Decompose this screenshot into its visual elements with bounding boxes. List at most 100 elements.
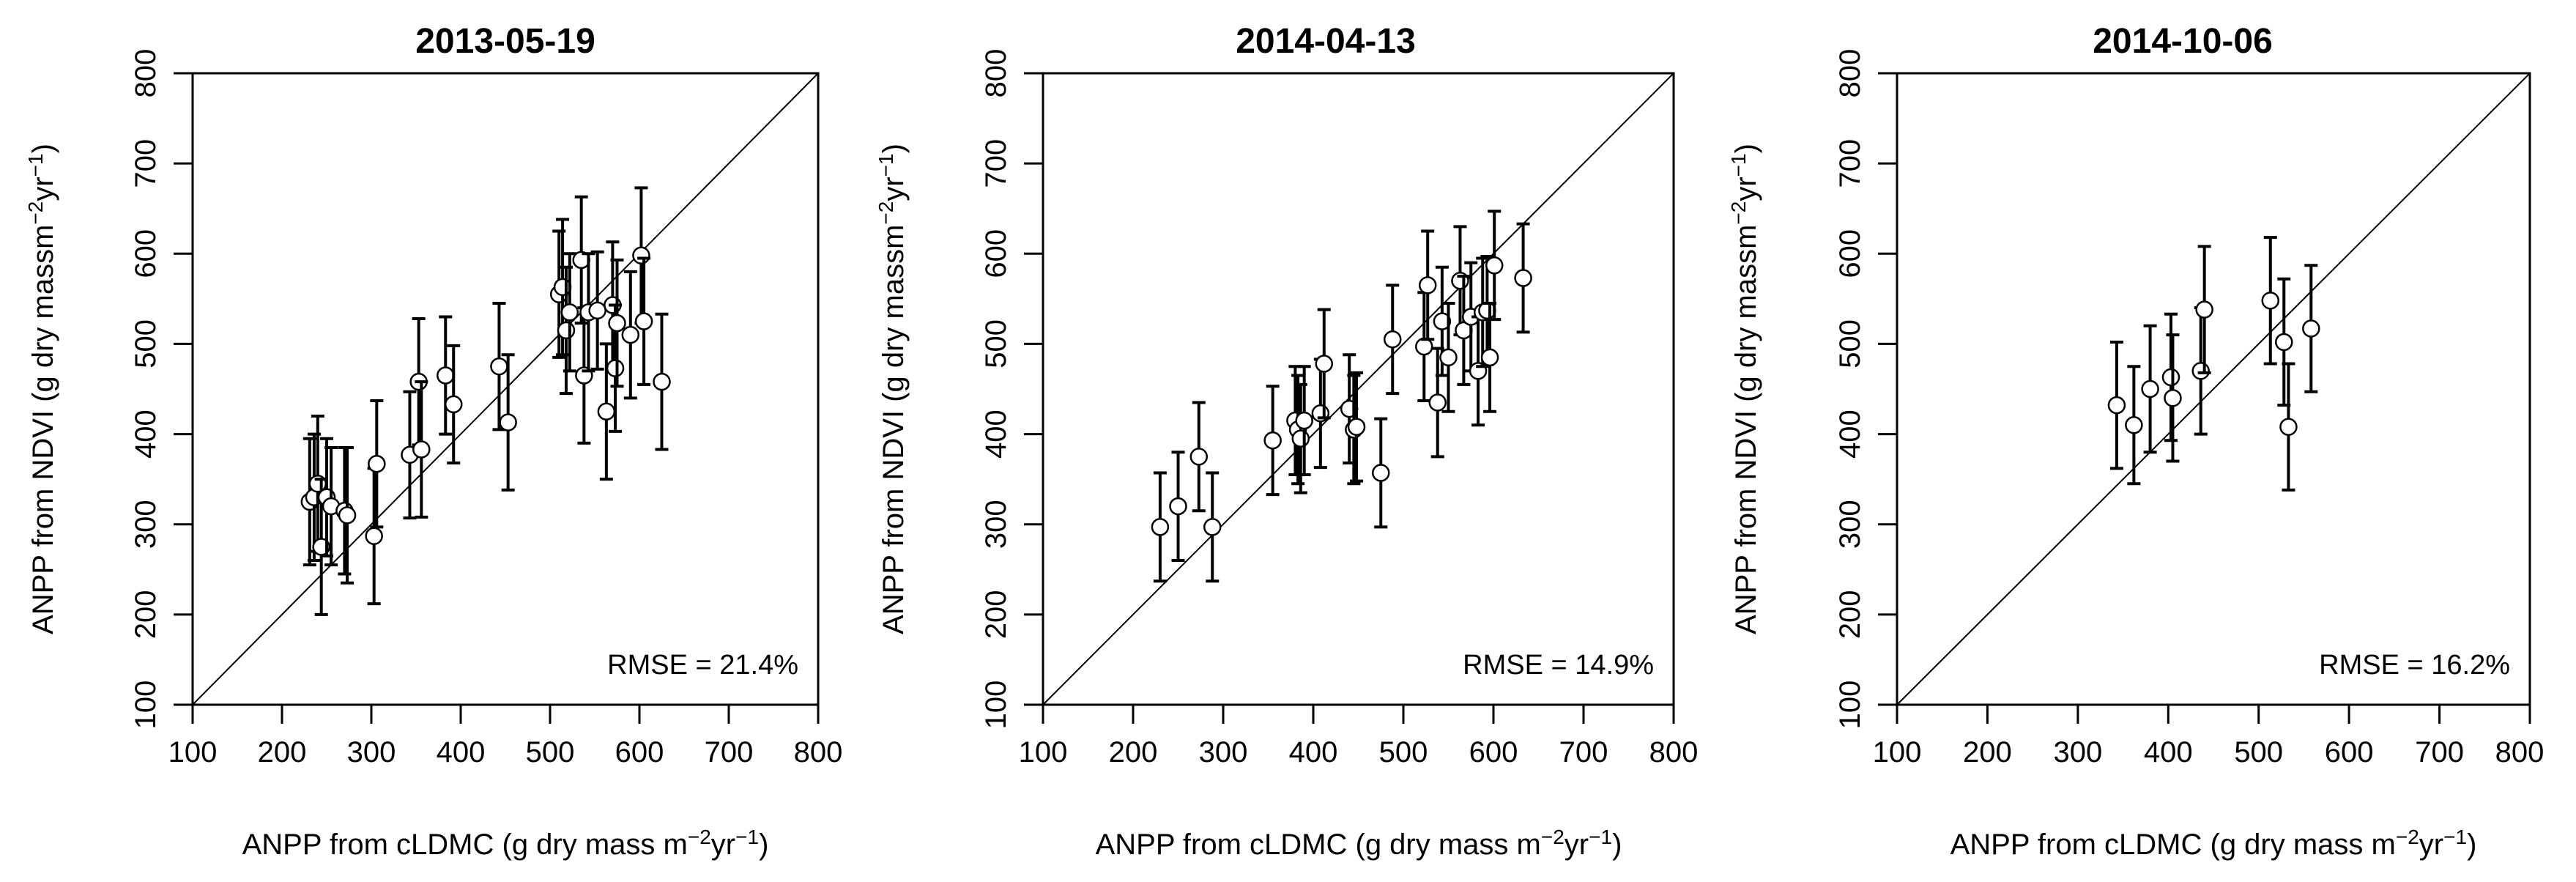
data-series [1151, 210, 1532, 583]
point-marker [1480, 348, 1499, 367]
data-point [572, 195, 590, 325]
data-point [490, 302, 508, 431]
data-point [1151, 471, 1170, 583]
data-point [2164, 333, 2182, 463]
x-tick-label: 700 [2415, 736, 2464, 768]
point-marker [2107, 396, 2126, 415]
y-ticks [174, 72, 193, 706]
point-marker [588, 301, 606, 320]
data-point [1203, 471, 1222, 583]
x-tick-label: 400 [437, 736, 486, 768]
data-point [365, 467, 383, 606]
data-point [2302, 264, 2320, 393]
data-point [597, 342, 616, 481]
point-marker [2141, 379, 2159, 399]
point-marker [1428, 393, 1447, 412]
x-axis: 100 200 300 400 500 600 700 800 ANPP fro… [168, 703, 843, 861]
data-point [437, 315, 455, 436]
x-ticks [1896, 705, 2531, 724]
data-point [632, 186, 650, 325]
point-marker [1347, 418, 1366, 436]
x-ticks [191, 705, 820, 724]
y-tick-label: 100 [980, 681, 1012, 730]
point-marker [553, 278, 572, 297]
point-marker [1418, 276, 1437, 294]
data-point [2107, 340, 2126, 470]
x-tick-label: 300 [1199, 736, 1248, 768]
y-tick-label: 800 [130, 49, 162, 98]
point-marker [499, 413, 517, 431]
chart-title: 2013-05-19 [415, 22, 595, 61]
data-point [1383, 284, 1402, 396]
x-tick-label: 800 [1649, 736, 1699, 768]
x-tick-labels: 100 200 300 400 500 600 700 800 [1873, 736, 2545, 768]
point-marker [1439, 348, 1458, 367]
point-marker [444, 395, 463, 414]
y-tick-label: 200 [1834, 590, 1866, 640]
data-point [401, 390, 419, 520]
point-marker [2161, 368, 2180, 387]
y-tick-label: 100 [130, 681, 162, 730]
data-point [653, 312, 671, 451]
point-marker [1485, 256, 1504, 275]
point-marker [653, 372, 671, 391]
x-tick-label: 100 [168, 736, 218, 768]
y-tick-label: 500 [1834, 319, 1866, 368]
y-tick-label: 200 [130, 590, 162, 640]
data-point [2279, 362, 2298, 492]
y-tick-labels: 100 200 300 400 500 600 700 800 [130, 49, 162, 730]
data-point [1189, 401, 1209, 513]
y-tick-label: 600 [1834, 229, 1866, 278]
y-tick-label: 600 [130, 229, 162, 278]
x-tick-label: 800 [794, 736, 843, 768]
data-point [1418, 229, 1437, 341]
data-point [1372, 417, 1390, 529]
data-point [608, 258, 626, 388]
point-marker [338, 506, 357, 525]
identity-line [1042, 73, 1674, 705]
point-marker [412, 440, 431, 459]
data-point [2141, 324, 2159, 454]
chart-panel-1: 2013-05-19 100 200 300 400 500 600 [24, 22, 842, 861]
y-axis-label: ANPP from NDVI (g dry massm−2yr−1) [24, 144, 59, 634]
data-point [634, 256, 653, 386]
x-tick-label: 400 [1289, 736, 1338, 768]
identity-line [1896, 73, 2531, 705]
point-marker [606, 359, 625, 377]
chart-title: 2014-10-06 [2093, 22, 2273, 61]
point-marker [1433, 312, 1452, 330]
point-marker [1478, 301, 1496, 320]
identity-line [192, 73, 819, 705]
y-tick-label: 300 [1834, 500, 1866, 549]
data-point [1311, 357, 1330, 470]
y-tick-label: 300 [130, 500, 162, 549]
y-ticks [1024, 72, 1043, 706]
x-tick-label: 500 [526, 736, 575, 768]
x-axis-label: ANPP from cLDMC (g dry mass m−2yr−1) [1096, 826, 1622, 861]
data-point [322, 446, 341, 567]
x-tick-label: 200 [1963, 736, 2012, 768]
point-marker [2279, 418, 2298, 436]
point-marker [2191, 362, 2210, 380]
point-marker [365, 527, 383, 545]
data-point [499, 353, 517, 492]
point-marker [634, 312, 653, 330]
y-tick-label: 300 [980, 500, 1012, 549]
y-tick-label: 800 [1834, 49, 1866, 98]
point-marker [1372, 464, 1390, 482]
data-point [621, 270, 640, 400]
point-marker [560, 303, 579, 322]
point-marker [2125, 416, 2143, 434]
data-point [1169, 451, 1187, 562]
y-axis-label: ANPP from NDVI (g dry massm−2yr−1) [875, 144, 910, 634]
x-tick-label: 300 [2054, 736, 2103, 768]
data-point [2125, 365, 2143, 486]
data-point [2195, 245, 2213, 374]
point-marker [1383, 330, 1402, 349]
point-marker [368, 454, 386, 473]
x-axis-label: ANPP from cLDMC (g dry mass m−2yr−1) [242, 826, 769, 861]
data-point [412, 380, 431, 519]
point-marker [2164, 389, 2182, 407]
y-axis-label: ANPP from NDVI (g dry massm−2yr−1) [1727, 144, 1762, 634]
point-marker [2195, 300, 2213, 319]
